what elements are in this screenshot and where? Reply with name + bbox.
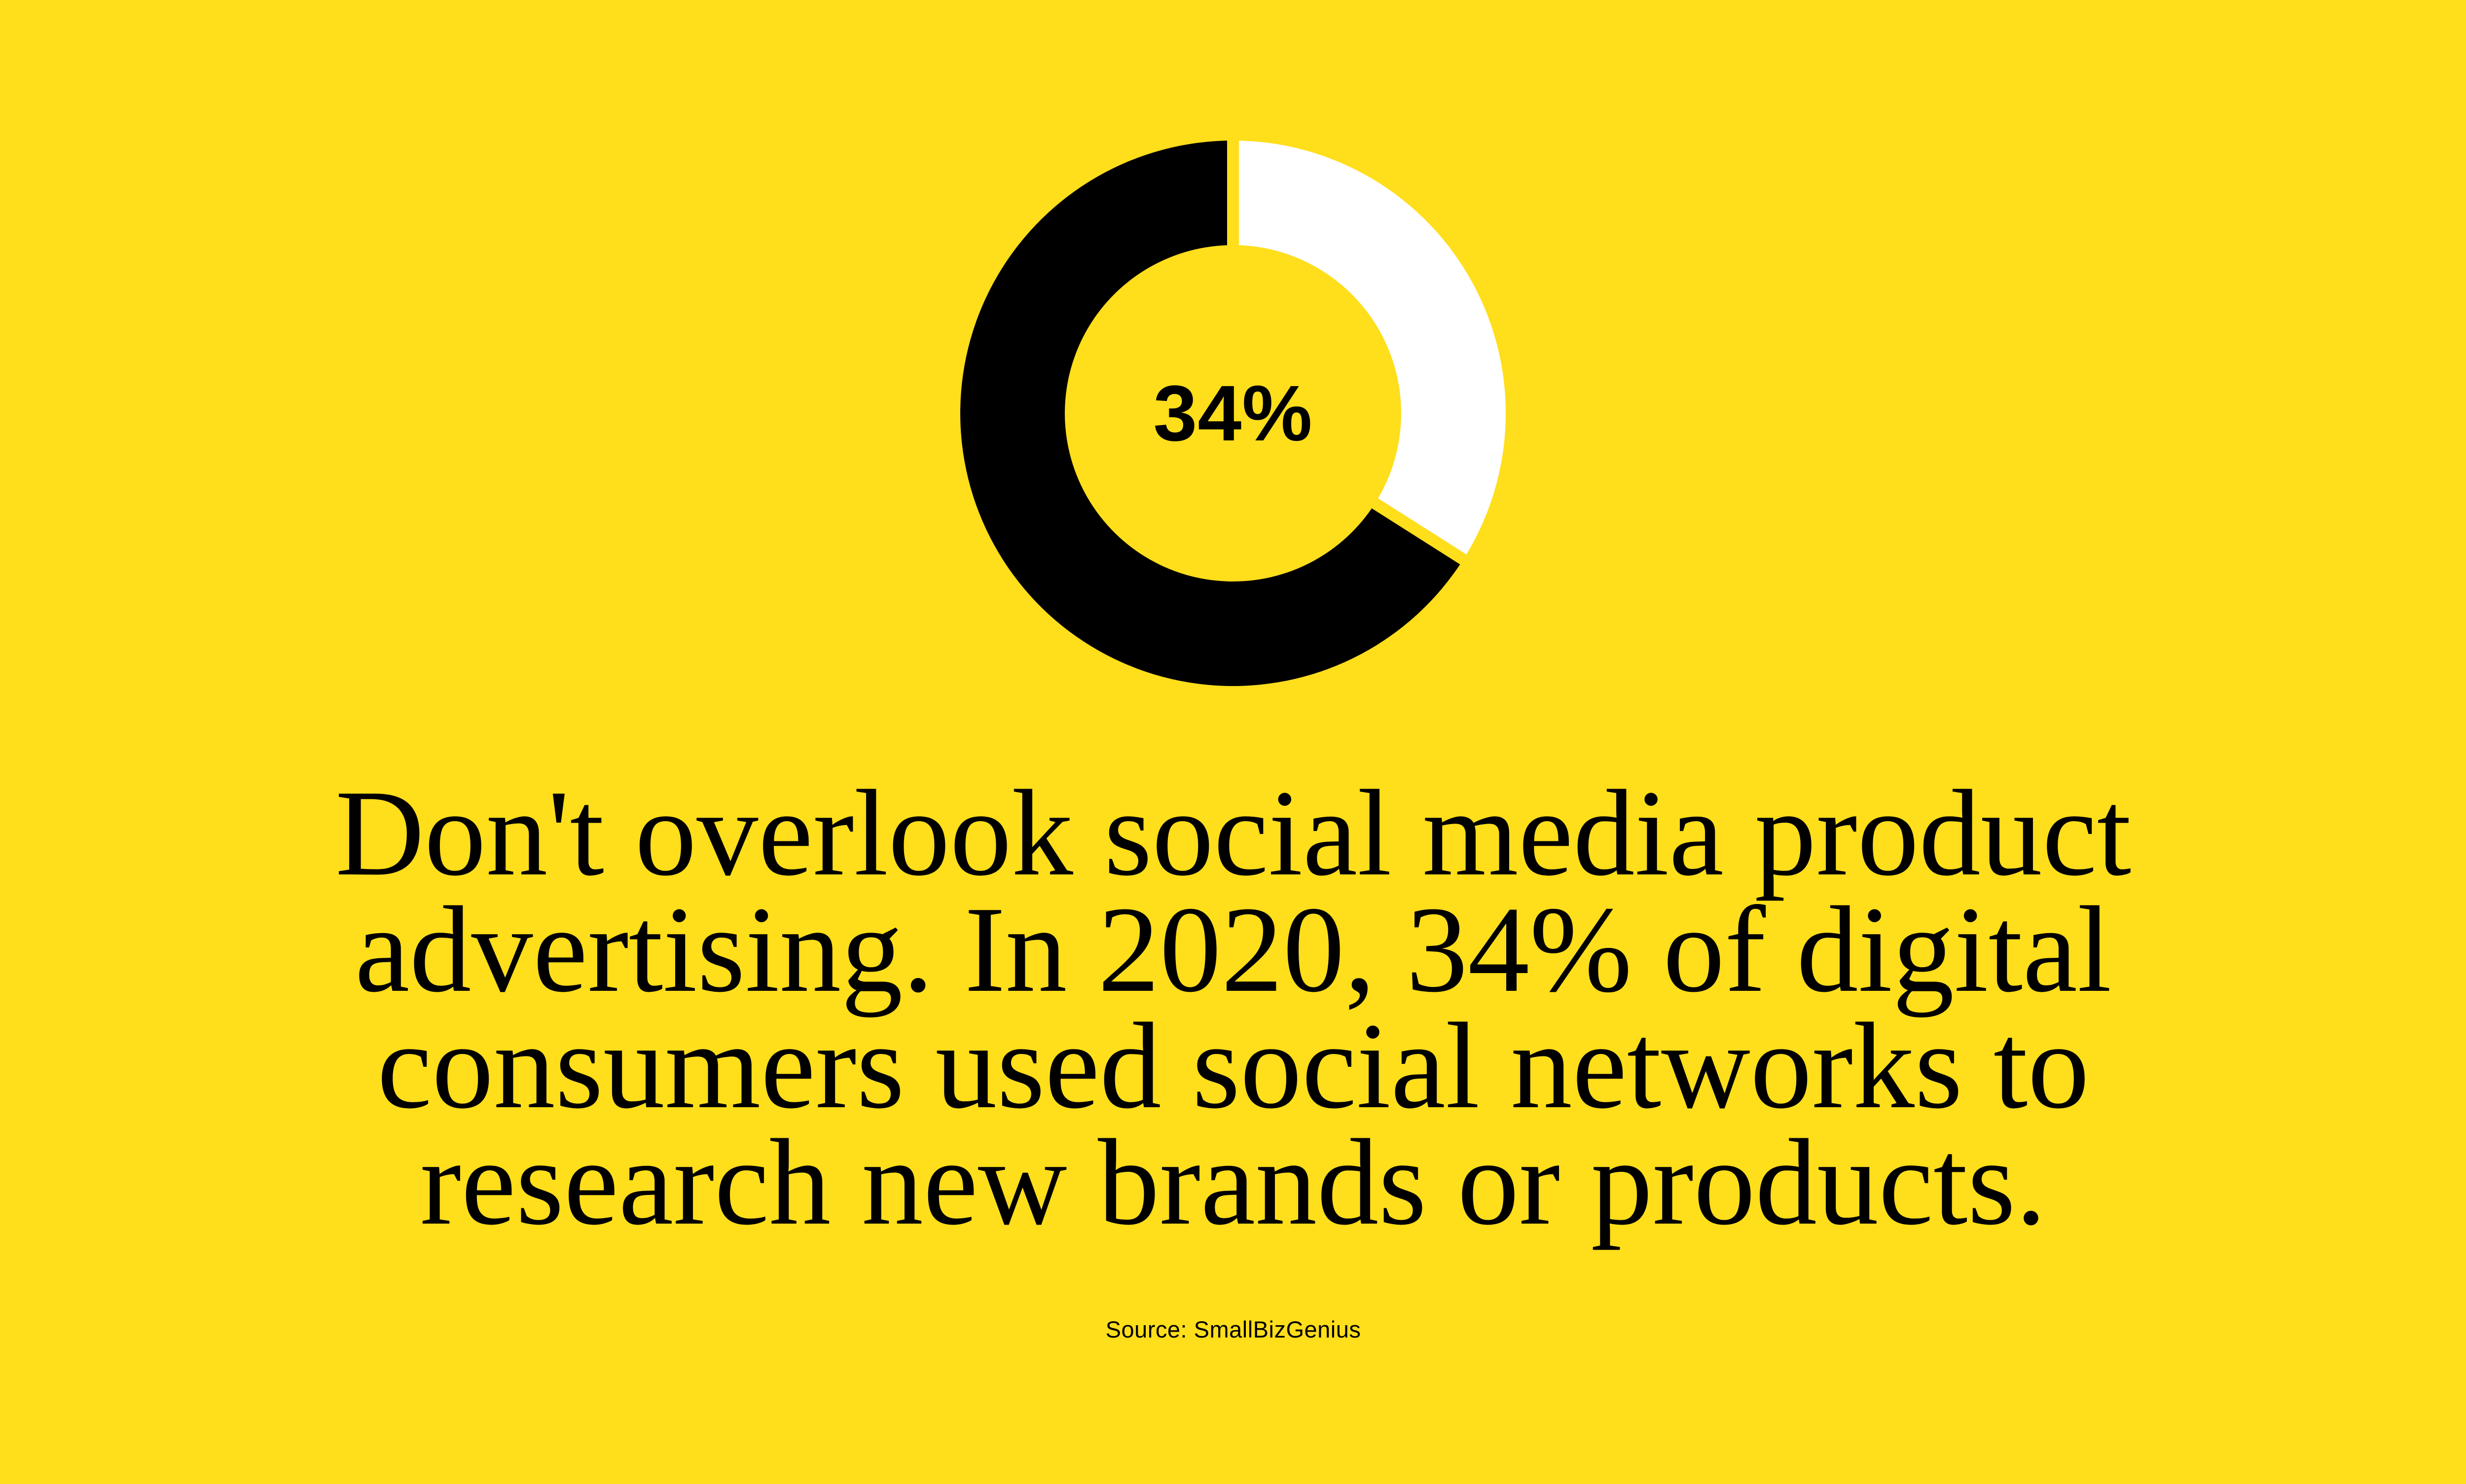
source-attribution: Source: SmallBizGenius <box>1105 1316 1361 1342</box>
headline: Don't overlook social media product adve… <box>0 765 2466 1251</box>
donut-slice-remainder <box>960 141 1463 686</box>
slice-separator <box>1230 408 1470 567</box>
headline-line: research new brands or products. <box>420 1114 2047 1251</box>
donut-slice-highlighted-share <box>1233 141 1506 560</box>
headline-line: consumers used social networks to <box>377 998 2090 1134</box>
donut-chart: 34% <box>954 135 1512 692</box>
headline-line: Don't overlook social media product <box>335 765 2132 902</box>
donut-center-label: 34% <box>1153 369 1313 457</box>
donut-chart-svg <box>960 137 1506 686</box>
headline-line: advertising. In 2020, 34% of digital <box>355 881 2112 1018</box>
